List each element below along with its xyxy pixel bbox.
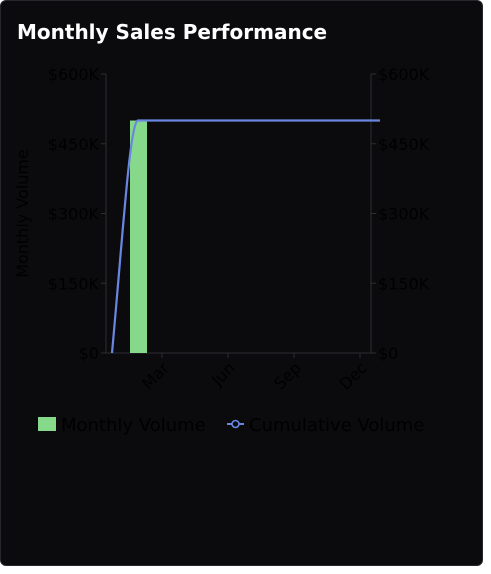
legend-label-cumulative: Cumulative Volume — [249, 415, 424, 436]
legend-marker-cumulative — [232, 421, 239, 428]
x-tick-label: Sep — [270, 358, 305, 393]
bar-jan — [130, 121, 147, 354]
y-tick-label-right: $300K — [378, 205, 430, 224]
y-tick-label-right: $600K — [378, 65, 430, 84]
y-tick-label-right: $450K — [378, 135, 430, 154]
y-axis-title: Monthly Volume — [13, 149, 32, 278]
legend-swatch-monthly — [38, 417, 56, 431]
x-tick-label: Dec — [335, 358, 370, 393]
y-tick-label-left: $600K — [48, 65, 100, 84]
y-tick-label-left: $150K — [48, 274, 100, 293]
cumulative-line — [112, 121, 380, 354]
x-tick-label: Jun — [207, 358, 239, 390]
x-tick-label: Mar — [138, 358, 173, 393]
y-tick-label-right: $0 — [378, 344, 398, 363]
legend-label-monthly: Monthly Volume — [61, 415, 206, 436]
y-tick-label-left: $0 — [79, 344, 99, 363]
y-tick-label-left: $450K — [48, 135, 100, 154]
y-tick-label-left: $300K — [48, 205, 100, 224]
y-tick-label-right: $150K — [378, 274, 430, 293]
